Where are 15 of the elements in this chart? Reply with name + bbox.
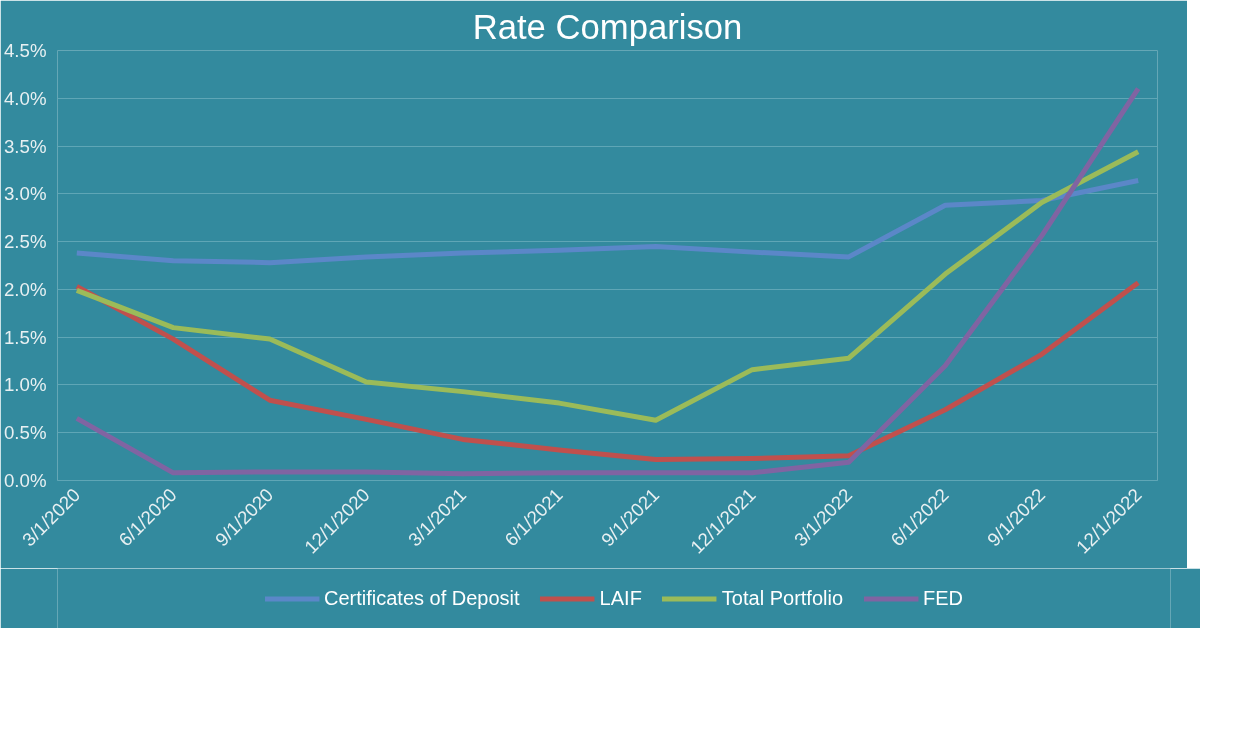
y-tick-label: 3.5% xyxy=(3,135,47,157)
y-tick-label: 1.5% xyxy=(3,326,47,348)
legend-label: Total Portfolio xyxy=(721,586,844,610)
y-tick-label: 0.5% xyxy=(3,422,47,444)
chart-title: Rate Comparison xyxy=(472,7,743,46)
y-tick-label: 4.5% xyxy=(3,40,47,61)
legend-label: FED xyxy=(923,586,964,610)
legend-label: Certificates of Deposit xyxy=(323,586,520,610)
y-tick-label: 2.0% xyxy=(3,278,47,300)
y-tick-label: 4.0% xyxy=(3,87,47,109)
y-tick-label: 2.5% xyxy=(3,231,47,253)
y-tick-label: 3.0% xyxy=(3,183,47,205)
y-tick-label: 1.0% xyxy=(3,374,47,396)
legend-label: LAIF xyxy=(599,586,642,610)
y-tick-label: 0.0% xyxy=(3,470,47,491)
